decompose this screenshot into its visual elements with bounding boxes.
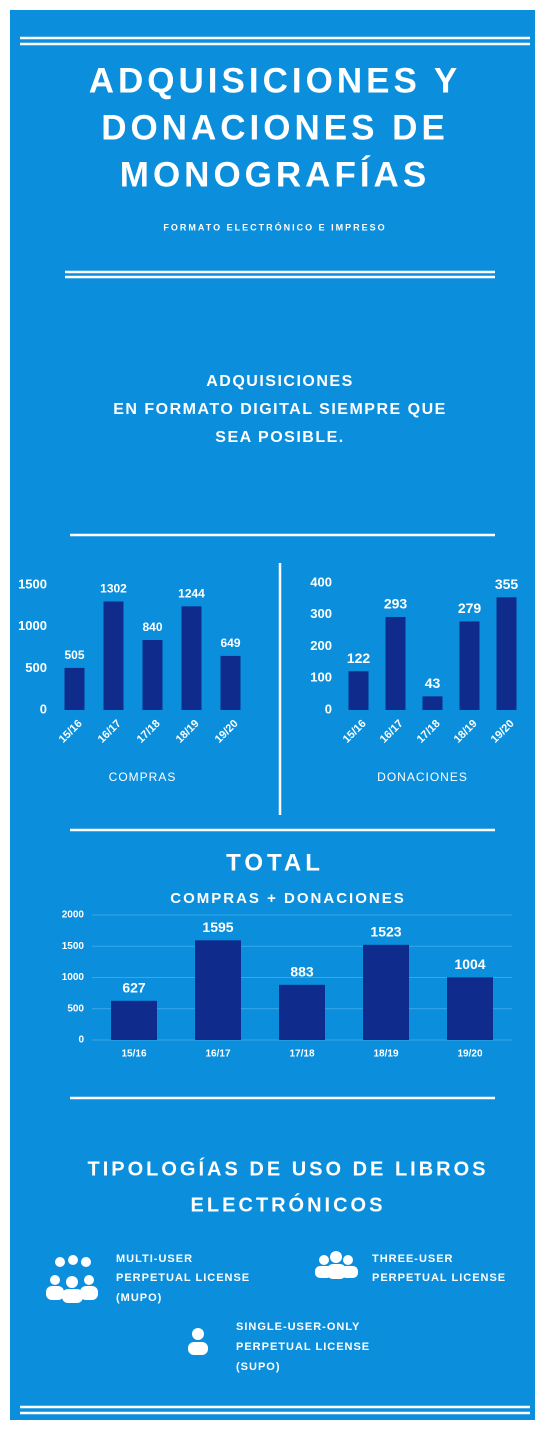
y-tick-label: 500: [25, 660, 47, 675]
background: [10, 10, 535, 1420]
title-line: DONACIONES DE: [101, 108, 449, 147]
y-tick-label: 500: [67, 1003, 84, 1014]
license-label: SINGLE-USER-ONLY: [236, 1321, 360, 1333]
y-tick-label: 100: [310, 670, 332, 685]
y-tick-label: 1000: [62, 972, 85, 983]
value-label: 1302: [100, 582, 127, 596]
value-label: 355: [495, 576, 519, 592]
x-tick-label: 18/19: [373, 1049, 398, 1060]
x-tick-label: 17/18: [289, 1049, 314, 1060]
chart-title: TOTAL: [226, 849, 324, 876]
bar: [348, 671, 369, 710]
license-label: PERPETUAL LICENSE: [116, 1272, 250, 1284]
license-label: THREE-USER: [372, 1253, 454, 1265]
bar: [111, 1000, 157, 1040]
bar: [385, 616, 406, 710]
x-axis-label: COMPRAS: [109, 770, 177, 784]
bar: [103, 601, 124, 710]
y-tick-label: 1500: [18, 576, 47, 591]
value-label: 505: [64, 648, 84, 662]
bar: [220, 655, 241, 710]
license-label: MULTI-USER: [116, 1253, 193, 1265]
bar: [142, 640, 163, 710]
value-label: 293: [384, 596, 408, 612]
value-label: 1523: [370, 924, 401, 940]
y-tick-label: 0: [78, 1035, 84, 1046]
y-tick-label: 200: [310, 638, 332, 653]
value-label: 627: [122, 980, 146, 996]
y-tick-label: 400: [310, 574, 332, 589]
bar: [459, 621, 480, 710]
x-tick-label: 15/16: [121, 1049, 146, 1060]
x-axis-label: DONACIONES: [377, 770, 468, 784]
title-line: MONOGRAFÍAS: [120, 154, 430, 194]
value-label: 649: [220, 636, 240, 650]
value-label: 840: [142, 620, 162, 634]
y-tick-label: 300: [310, 606, 332, 621]
value-label: 1244: [178, 587, 205, 601]
bar: [181, 606, 202, 710]
section-line: SEA POSIBLE.: [215, 429, 344, 446]
x-tick-label: 19/20: [457, 1049, 482, 1060]
value-label: 122: [347, 650, 371, 666]
y-tick-label: 0: [40, 701, 47, 716]
chart-subtitle: COMPRAS + DONACIONES: [170, 890, 405, 907]
y-tick-label: 0: [325, 701, 332, 716]
bar: [195, 940, 241, 1040]
icon-three-user: [315, 1251, 358, 1279]
bar: [279, 984, 325, 1040]
x-tick-label: 16/17: [205, 1049, 230, 1060]
value-label: 1004: [454, 956, 485, 972]
icon-single-user: [188, 1328, 208, 1355]
license-label: (SUPO): [236, 1361, 281, 1373]
y-tick-label: 1500: [62, 941, 85, 952]
bar: [363, 944, 409, 1040]
section-title: TIPOLOGÍAS DE USO DE LIBROS: [87, 1157, 488, 1180]
value-label: 43: [425, 675, 441, 691]
y-tick-label: 1000: [18, 618, 47, 633]
bar: [422, 696, 443, 710]
bar: [64, 667, 85, 710]
section-line: EN FORMATO DIGITAL SIEMPRE QUE: [113, 401, 447, 418]
section-title: ELECTRÓNICOS: [191, 1192, 386, 1216]
icon-multi-user: [46, 1255, 98, 1303]
y-tick-label: 2000: [62, 910, 85, 921]
title-line: ADQUISICIONES Y: [89, 61, 461, 100]
license-label: (MUPO): [116, 1292, 162, 1304]
section-line: ADQUISICIONES: [206, 373, 354, 390]
bar: [447, 977, 493, 1040]
value-label: 279: [458, 600, 482, 616]
value-label: 1595: [202, 919, 233, 935]
license-label: PERPETUAL LICENSE: [372, 1272, 506, 1284]
bar: [496, 597, 517, 710]
license-label: PERPETUAL LICENSE: [236, 1341, 370, 1353]
value-label: 883: [290, 964, 314, 980]
subtitle: FORMATO ELECTRÓNICO E IMPRESO: [163, 221, 386, 232]
